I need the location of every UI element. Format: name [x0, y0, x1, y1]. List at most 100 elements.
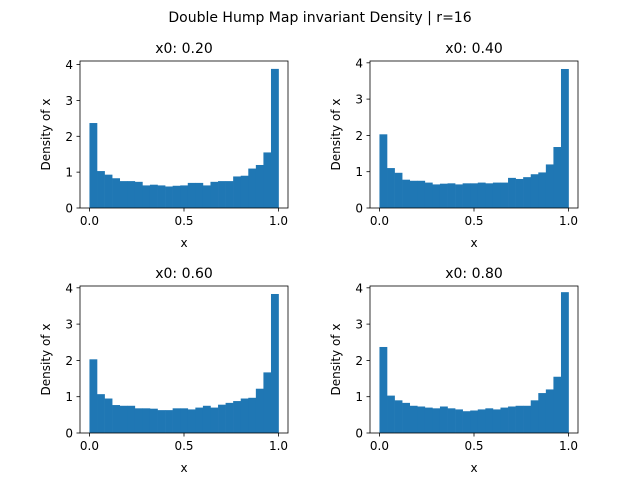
histogram-bar	[492, 409, 501, 433]
x-tick-label: 0.0	[370, 214, 389, 228]
histogram-bar	[127, 181, 136, 208]
y-tick-label: 1	[65, 390, 73, 404]
histogram-bar	[255, 388, 264, 433]
histogram-bar	[394, 400, 403, 433]
histogram-bar	[248, 397, 257, 433]
histogram-bar	[195, 407, 204, 433]
histogram-bar	[439, 406, 448, 433]
histogram-bar	[424, 182, 433, 208]
y-tick-label: 3	[355, 93, 363, 107]
histogram-bar	[530, 400, 539, 433]
x-axis-label: x	[470, 461, 477, 475]
histogram-bar	[387, 168, 395, 208]
x-axis-label: x	[180, 236, 187, 250]
y-axis-label: Density of x	[329, 99, 343, 171]
histogram-bar	[172, 408, 181, 433]
y-tick-label: 4	[355, 56, 363, 70]
histogram-bar	[409, 405, 418, 433]
histogram-bar	[202, 405, 211, 433]
histogram-bar	[240, 398, 249, 433]
histogram-bar	[172, 185, 181, 208]
histogram-bar	[409, 180, 418, 208]
histogram-bar	[187, 182, 196, 208]
x-tick-label: 1.0	[269, 214, 288, 228]
histogram-bar	[515, 405, 524, 433]
y-tick-label: 1	[355, 390, 363, 404]
y-axis-label: Density of x	[39, 99, 53, 171]
histogram-bar	[424, 407, 433, 433]
histogram-bar	[248, 168, 257, 208]
histogram-bar	[165, 186, 173, 208]
histogram-bar	[447, 408, 456, 433]
y-axis-label: Density of x	[39, 324, 53, 396]
histogram-bars	[379, 292, 569, 433]
histogram-bar	[394, 172, 403, 208]
histogram-bar	[233, 401, 242, 433]
histogram-bar	[485, 183, 494, 208]
y-axis-label: Density of x	[329, 324, 343, 396]
y-tick-label: 0	[355, 427, 363, 441]
histogram-bar	[492, 182, 501, 208]
histogram-bar	[97, 171, 105, 208]
x-tick-label: 1.0	[559, 439, 578, 453]
y-tick-label: 4	[65, 281, 73, 295]
histogram-bar	[187, 409, 196, 433]
histogram-bar	[538, 393, 547, 433]
histogram-bar	[157, 410, 166, 433]
histogram-bar	[97, 394, 105, 433]
x-tick-label: 0.5	[464, 214, 483, 228]
histogram-bar	[89, 359, 98, 433]
y-tick-label: 2	[355, 129, 363, 143]
histogram-bar	[263, 152, 272, 208]
histogram-bar	[530, 174, 539, 208]
histogram-bar	[195, 182, 204, 208]
y-tick-label: 3	[65, 318, 73, 332]
histogram-bar	[515, 178, 524, 208]
y-tick-label: 3	[355, 318, 363, 332]
histogram-bar	[218, 404, 226, 433]
histogram-bar	[553, 376, 562, 433]
histogram-bar	[447, 183, 456, 208]
histogram-bar	[112, 405, 121, 433]
histogram-bar	[112, 178, 121, 208]
histogram-bar	[225, 402, 234, 433]
histogram-bar	[560, 68, 569, 209]
histogram-bar	[417, 406, 426, 433]
histogram-bar	[508, 177, 516, 208]
histogram-bar	[485, 408, 494, 433]
x-tick-label: 0.5	[464, 439, 483, 453]
y-tick-label: 0	[65, 202, 73, 216]
histogram-bar	[432, 184, 441, 208]
histogram-bar	[233, 176, 242, 208]
x-tick-label: 0.0	[370, 439, 389, 453]
histogram-bar	[225, 181, 234, 208]
y-tick-label: 2	[65, 130, 73, 144]
histogram-bar	[500, 182, 509, 208]
histogram-bar	[462, 411, 471, 433]
histogram-bar	[210, 181, 219, 208]
y-tick-label: 1	[65, 166, 73, 180]
histogram-bar	[470, 410, 479, 433]
histogram-bar	[202, 185, 211, 208]
histogram-bar	[255, 164, 264, 208]
y-tick-label: 4	[65, 58, 73, 72]
x-tick-label: 0.0	[80, 214, 99, 228]
histogram-bar	[89, 123, 98, 208]
subplot-1: 0.0 0.5 1.0 0 1 2 3 4 x0: 0.20 x Density of x	[39, 41, 289, 250]
histogram-bar	[149, 184, 158, 208]
histogram-bar	[432, 408, 441, 433]
x-axis-label: x	[180, 461, 187, 475]
histogram-bar	[417, 180, 426, 208]
histogram-bar	[119, 181, 128, 208]
histogram-bar	[270, 293, 279, 433]
histogram-bars	[379, 68, 569, 209]
histogram-bar	[455, 409, 463, 433]
histogram-bar	[538, 172, 547, 208]
histogram-bar	[210, 407, 219, 433]
histogram-bar	[134, 408, 143, 433]
histogram-bar	[523, 405, 532, 433]
histogram-bar	[523, 177, 532, 208]
histogram-bar	[462, 183, 471, 208]
histogram-bar	[477, 182, 486, 208]
